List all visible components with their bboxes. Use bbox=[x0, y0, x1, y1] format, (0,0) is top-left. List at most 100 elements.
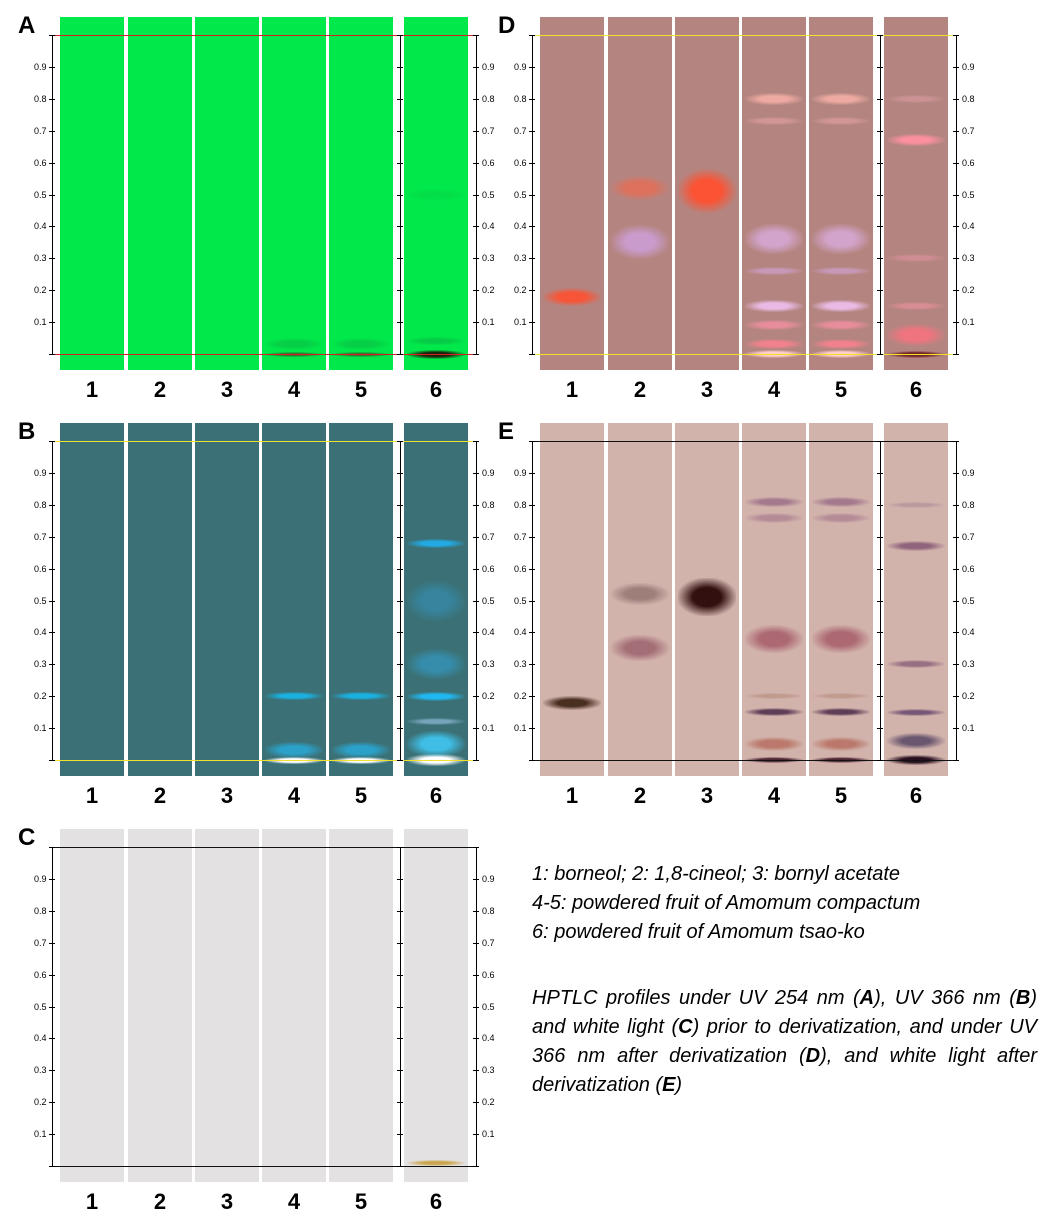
rf-tick-label-right: 0.2 bbox=[482, 691, 495, 702]
rf-tick-label-right: 0.9 bbox=[962, 467, 975, 478]
rf-tick bbox=[473, 441, 479, 442]
rf-tick-label-right: 0.6 bbox=[482, 563, 495, 574]
rf-tick bbox=[953, 194, 959, 196]
panel-a: A 1 2 3 4 5 6 0.1 0.1 0.2 0.2 0.3 0.3 0.4 0.4 0.5 0.5 0.6… bbox=[0, 0, 520, 406]
band bbox=[407, 731, 465, 758]
rf-tick bbox=[397, 194, 403, 196]
rf-tick-label-right: 0.9 bbox=[482, 873, 495, 884]
rf-tick bbox=[877, 728, 883, 730]
lane-3 bbox=[195, 423, 259, 776]
band bbox=[745, 512, 803, 523]
lane-2 bbox=[128, 17, 192, 370]
rf-tick bbox=[473, 1102, 479, 1104]
rf-tick bbox=[953, 441, 959, 442]
rf-tick-label-left: 0.8 bbox=[514, 499, 527, 510]
rf-tick-label-right: 0.3 bbox=[482, 253, 495, 264]
rf-tick bbox=[473, 1070, 479, 1072]
rf-tick bbox=[49, 441, 55, 442]
rf-tick bbox=[529, 66, 535, 68]
rf-tick-label-left: 0.5 bbox=[34, 1001, 47, 1012]
rf-tick bbox=[877, 504, 883, 506]
rf-tick bbox=[473, 1038, 479, 1040]
lane-label-1: 1 bbox=[565, 377, 579, 402]
rf-tick-label-right: 0.8 bbox=[482, 499, 495, 510]
lane-1 bbox=[60, 17, 124, 370]
rf-tick bbox=[877, 760, 883, 761]
rf-tick bbox=[877, 354, 883, 355]
rf-tick bbox=[473, 472, 479, 474]
rf-tick bbox=[529, 568, 535, 570]
rf-tick bbox=[877, 226, 883, 228]
rf-tick-label-right: 0.5 bbox=[482, 189, 495, 200]
rf-tick bbox=[49, 162, 55, 164]
rf-tick-label-left: 0.5 bbox=[34, 595, 47, 606]
panel-letter: A bbox=[18, 12, 36, 39]
rf-tick-label-right: 0.3 bbox=[962, 253, 975, 264]
solvent-front-line bbox=[52, 441, 476, 442]
rf-tick bbox=[49, 568, 55, 570]
rf-tick bbox=[953, 568, 959, 570]
rf-tick-label-left: 0.7 bbox=[514, 531, 527, 542]
rf-tick bbox=[397, 600, 403, 602]
rf-tick bbox=[877, 472, 883, 474]
rf-tick bbox=[397, 504, 403, 506]
rf-tick-label-right: 0.5 bbox=[482, 595, 495, 606]
rf-tick bbox=[49, 942, 55, 944]
band bbox=[745, 339, 803, 350]
rf-tick bbox=[397, 1134, 403, 1136]
rf-tick bbox=[49, 194, 55, 196]
band bbox=[812, 693, 870, 700]
band bbox=[887, 708, 945, 716]
rf-tick bbox=[473, 974, 479, 976]
rf-tick-label-left: 0.1 bbox=[514, 723, 527, 734]
rf-tick bbox=[529, 536, 535, 538]
rf-tick-label-left: 0.6 bbox=[34, 157, 47, 168]
rf-tick bbox=[473, 942, 479, 944]
rf-tick-label-right: 0.1 bbox=[482, 1129, 495, 1140]
rf-tick-label-right: 0.5 bbox=[482, 1001, 495, 1012]
rf-tick bbox=[49, 728, 55, 730]
rf-tick-label-left: 0.9 bbox=[514, 61, 527, 72]
rf-tick bbox=[877, 194, 883, 196]
rf-tick-label-left: 0.1 bbox=[514, 317, 527, 328]
rf-tick bbox=[397, 258, 403, 260]
solvent-front-line bbox=[532, 441, 956, 442]
rf-tick-label-right: 0.8 bbox=[482, 905, 495, 916]
rf-tick bbox=[397, 664, 403, 666]
rf-tick bbox=[953, 354, 959, 355]
rf-tick bbox=[49, 98, 55, 100]
band bbox=[812, 512, 870, 523]
panel-letter: B bbox=[18, 418, 36, 445]
band bbox=[611, 225, 669, 260]
rf-tick-label-right: 0.4 bbox=[962, 221, 975, 232]
rf-tick bbox=[397, 696, 403, 698]
band bbox=[745, 708, 803, 717]
desc-part-5: ), and white light after derivatization … bbox=[532, 1045, 1037, 1096]
lane-label-5: 5 bbox=[354, 377, 368, 402]
rf-tick bbox=[529, 504, 535, 506]
lane-6 bbox=[884, 423, 948, 776]
lane-label-6: 6 bbox=[429, 1189, 443, 1214]
rf-tick bbox=[397, 1102, 403, 1104]
desc-letter-b: B bbox=[1015, 987, 1031, 1009]
rf-tick bbox=[473, 536, 479, 538]
rf-tick-label-right: 0.8 bbox=[962, 93, 975, 104]
lane-4 bbox=[262, 17, 326, 370]
rf-tick-label-left: 0.3 bbox=[34, 659, 47, 670]
origin-line bbox=[532, 760, 956, 761]
rf-tick bbox=[49, 1038, 55, 1040]
lane-label-2: 2 bbox=[633, 377, 647, 402]
band bbox=[887, 302, 945, 311]
lane-label-3: 3 bbox=[700, 377, 714, 402]
desc-part-6: ) bbox=[675, 1074, 683, 1096]
rf-tick bbox=[397, 441, 403, 442]
rf-tick-label-left: 0.6 bbox=[34, 563, 47, 574]
lane-label-3: 3 bbox=[700, 783, 714, 808]
band bbox=[745, 267, 803, 276]
legend-line-3: 6: powdered fruit of Amomum tsao-ko bbox=[532, 921, 865, 943]
rf-tick bbox=[397, 1038, 403, 1040]
lane-2 bbox=[128, 829, 192, 1182]
rf-tick-label-right: 0.2 bbox=[962, 285, 975, 296]
rf-tick-label-left: 0.6 bbox=[514, 563, 527, 574]
rf-tick-label-right: 0.6 bbox=[482, 157, 495, 168]
